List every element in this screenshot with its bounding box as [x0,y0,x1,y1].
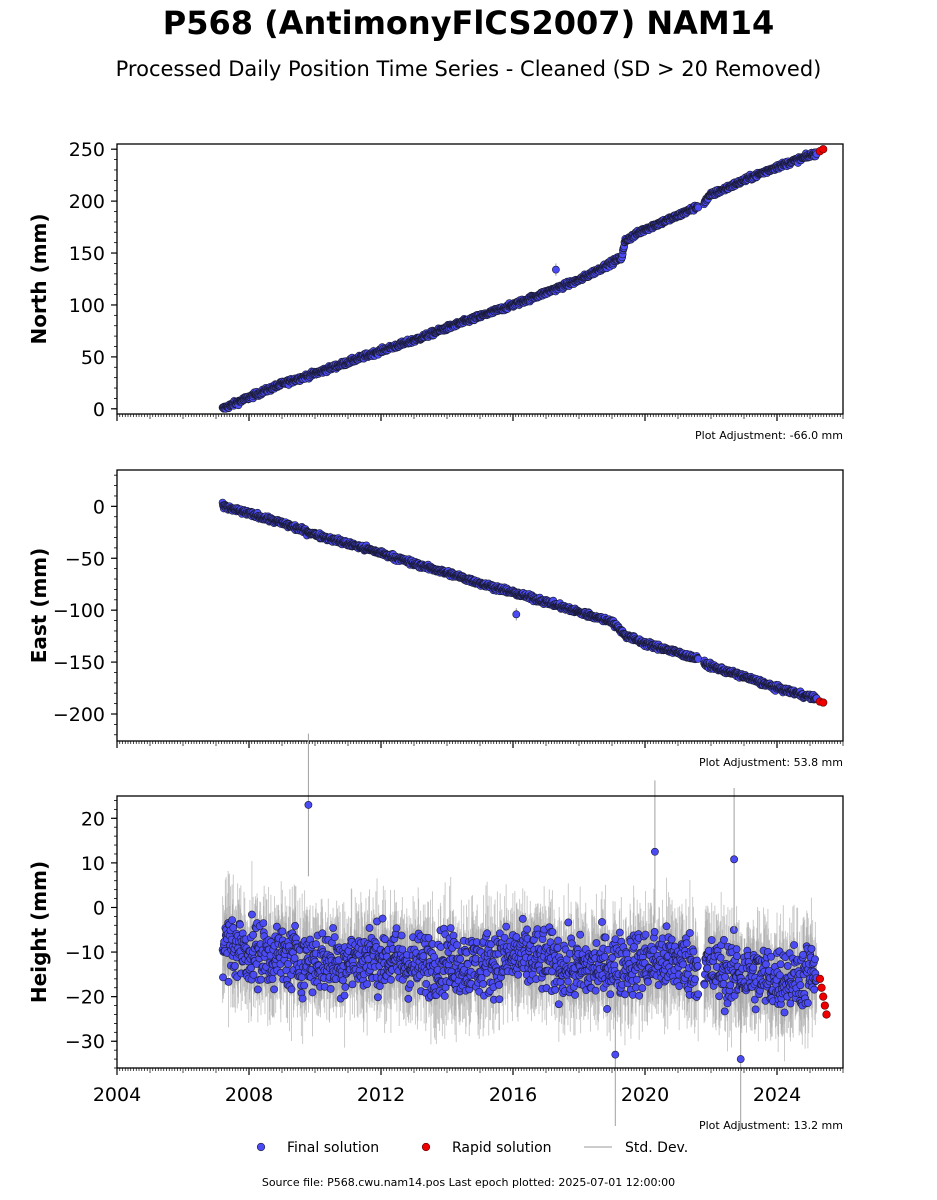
y-tick-label: 200 [69,191,105,213]
y-tick-label: 250 [69,139,105,161]
plot-adjustment-note: Plot Adjustment: -66.0 mm [695,429,843,442]
y-tick-label: 150 [69,243,105,265]
y-tick-label: 0 [93,399,105,421]
chart-subtitle: Processed Daily Position Time Series - C… [115,57,822,81]
chart-title: P568 (AntimonyFlCS2007) NAM14 [162,4,775,42]
panel-1 [111,143,844,421]
y-tick-label: 50 [81,347,105,369]
y-tick-label: 100 [69,295,105,317]
panel-2 [111,469,844,748]
rapid-solution-point [819,145,828,154]
final-solution-point [552,265,560,274]
y-axis-label: North (mm) [27,213,51,344]
